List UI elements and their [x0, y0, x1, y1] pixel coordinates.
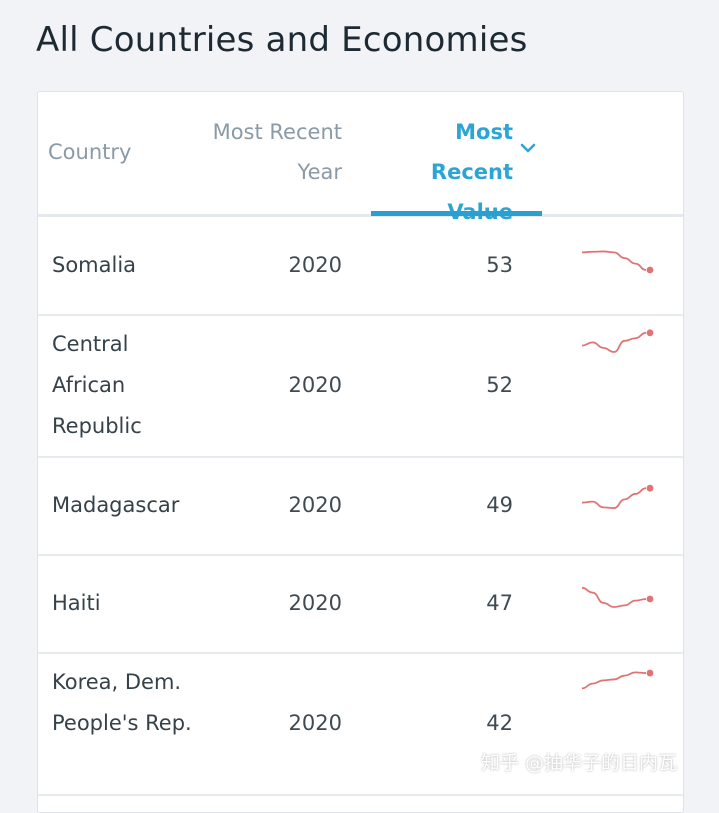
chevron-down-icon[interactable] [519, 140, 537, 156]
sparkline-path [581, 331, 647, 353]
cell-value: 53 [486, 253, 513, 277]
trend-sparkline [581, 329, 654, 353]
cell-value: 49 [486, 492, 513, 517]
sparkline-path [581, 671, 647, 690]
header-most-recent-year[interactable]: Most Recent Year [213, 112, 342, 192]
cell-country[interactable]: Madagascar [52, 492, 180, 517]
header-year-line1: Most Recent [212, 120, 342, 144]
cell-country[interactable]: Haiti [52, 590, 101, 615]
cell-year: 2020 [288, 492, 342, 517]
cell-value: 42 [486, 710, 513, 735]
cell-country[interactable]: Somalia [52, 253, 137, 277]
cell-year: 2020 [288, 253, 342, 277]
sparkline-latest-point [646, 669, 654, 677]
header-value-line1: Most Recent [430, 120, 513, 184]
cell-year: 2020 [288, 590, 342, 615]
trend-sparkline [581, 669, 654, 690]
trend-sparkline [581, 586, 654, 608]
watermark: 知乎 @抽华子的日内瓦 [481, 752, 678, 774]
sparkline-latest-point [646, 484, 654, 492]
sparkline-latest-point [646, 329, 654, 337]
data-table: Country Most Recent Year Most Recent Val… [37, 91, 684, 813]
page-title: All Countries and Economies [36, 20, 528, 60]
cell-country[interactable]: Central African Republic [52, 331, 142, 438]
trend-sparkline [581, 250, 654, 273]
cell-year: 2020 [288, 372, 342, 397]
table-header: Country Most Recent Year Most Recent Val… [38, 92, 683, 224]
cell-year: 2020 [288, 710, 342, 735]
table-row[interactable]: Madagascar 2020 49 [38, 456, 683, 556]
cell-value: 47 [486, 590, 513, 615]
active-sort-indicator [371, 211, 542, 216]
table-row[interactable]: Haiti 2020 47 [38, 554, 683, 654]
header-year-line2: Year [297, 160, 342, 184]
cell-value: 52 [486, 372, 513, 397]
sparkline-latest-point [646, 595, 654, 603]
sparkline-path [581, 250, 647, 271]
sparkline-path [581, 487, 647, 509]
cell-country[interactable]: Korea, Dem. People's Rep. [52, 669, 192, 735]
sparkline-path [581, 586, 647, 608]
trend-sparkline [581, 484, 654, 509]
table-row[interactable]: Somalia 2020 53 [38, 217, 683, 316]
sparkline-latest-point [646, 266, 654, 273]
header-country[interactable]: Country [48, 140, 132, 164]
table-row[interactable]: Central African Republic 2020 52 [38, 314, 683, 458]
